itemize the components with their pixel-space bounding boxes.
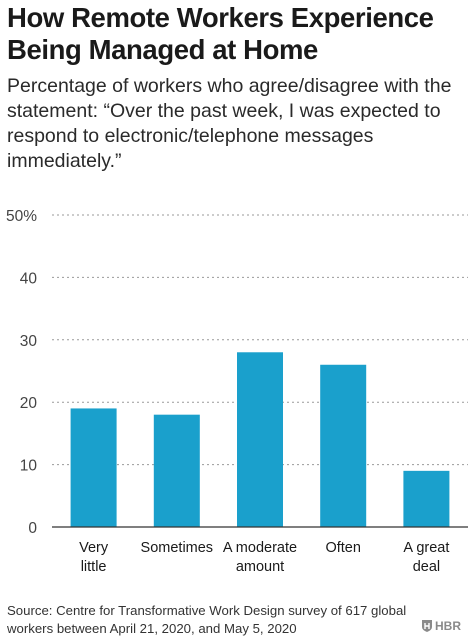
x-tick-label: A moderate <box>223 540 297 556</box>
title-line-2: Being Managed at Home <box>7 34 318 65</box>
bar <box>320 364 367 527</box>
bar <box>153 414 200 527</box>
source-note: Source: Centre for Transformative Work D… <box>7 603 407 636</box>
hbr-logo-text: HBR <box>435 619 461 633</box>
chart-subtitle: Percentage of workers who agree/disagree… <box>7 75 452 172</box>
x-tick-label: little <box>81 559 107 575</box>
x-tick-label: amount <box>236 559 284 575</box>
hbr-logo: HBR <box>422 619 461 633</box>
x-tick-label: Sometimes <box>141 540 214 556</box>
hbr-shield-icon <box>422 620 432 632</box>
title-line-1: How Remote Workers Experience <box>7 2 434 33</box>
y-tick-label: 50% <box>6 208 37 225</box>
bar <box>237 352 283 527</box>
x-tick-label: deal <box>413 559 440 575</box>
x-tick-label: Often <box>325 540 360 556</box>
x-tick-label: Very <box>79 540 109 556</box>
chart-title: How Remote Workers Experience Being Mana… <box>7 2 469 66</box>
y-tick-label: 20 <box>20 395 38 412</box>
bar <box>70 408 117 527</box>
y-tick-label: 0 <box>28 520 37 537</box>
y-tick-label: 30 <box>20 333 38 350</box>
x-tick-label: A great <box>403 540 449 556</box>
bar <box>403 470 450 527</box>
y-tick-label: 10 <box>20 458 38 475</box>
y-tick-label: 40 <box>20 270 38 287</box>
bar-chart: 0 10 20 30 40 50% Very little Sometimes A moderat… <box>6 208 468 575</box>
